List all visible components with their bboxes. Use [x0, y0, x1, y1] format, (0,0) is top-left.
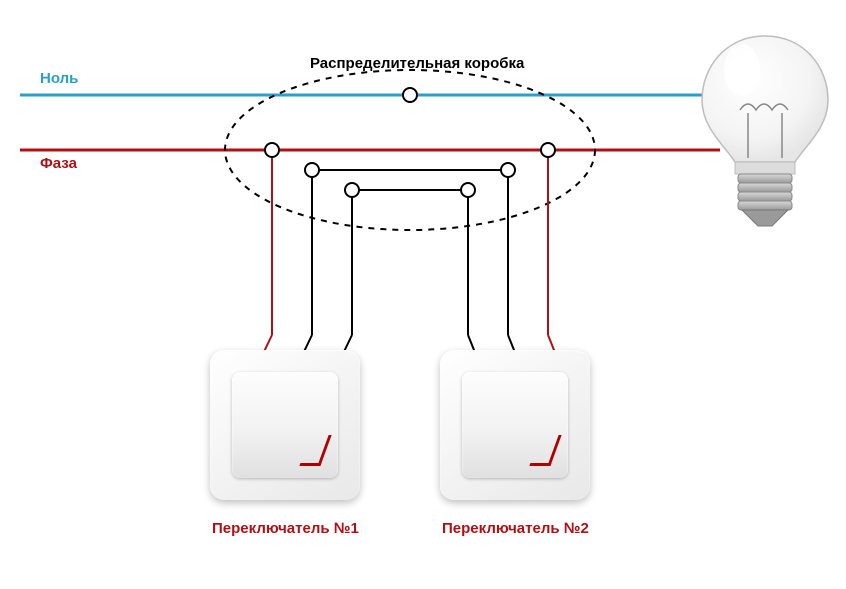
switch-1 [210, 350, 360, 500]
terminal-sw2-t2 [501, 163, 515, 177]
wiring-diagram: Ноль Фаза Распределительная коробка Пере… [0, 0, 846, 589]
terminal-phase-out [541, 143, 555, 157]
light-bulb-icon [690, 28, 840, 238]
terminal-sw1-t1 [305, 163, 319, 177]
terminal-neutral-mid [403, 88, 417, 102]
switch-rocker [232, 372, 338, 478]
terminal-sw1-t2 [345, 183, 359, 197]
terminal-phase-in [265, 143, 279, 157]
switch-rocker [462, 372, 568, 478]
terminal-sw2-t1 [461, 183, 475, 197]
switch-2 [440, 350, 590, 500]
bulb-screw-base [738, 174, 792, 226]
